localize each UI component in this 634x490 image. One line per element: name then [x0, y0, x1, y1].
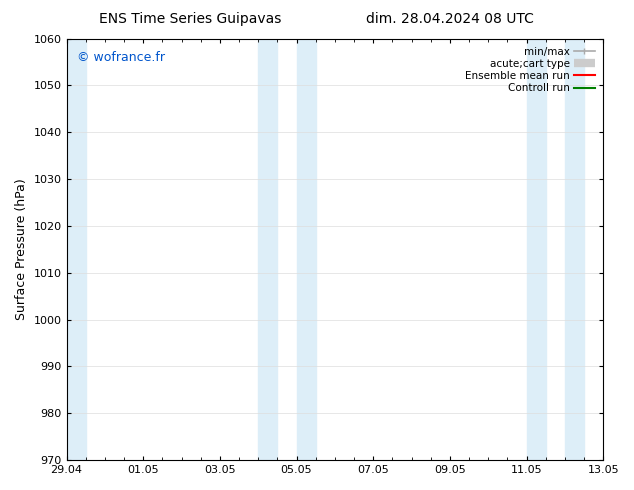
Bar — [565, 39, 584, 460]
Text: dim. 28.04.2024 08 UTC: dim. 28.04.2024 08 UTC — [366, 12, 534, 26]
Bar — [526, 39, 546, 460]
Legend: min/max, acute;cart type, Ensemble mean run, Controll run: min/max, acute;cart type, Ensemble mean … — [462, 44, 598, 97]
Bar — [258, 39, 277, 460]
Text: ENS Time Series Guipavas: ENS Time Series Guipavas — [99, 12, 281, 26]
Text: © wofrance.fr: © wofrance.fr — [77, 51, 165, 64]
Bar — [67, 39, 86, 460]
Y-axis label: Surface Pressure (hPa): Surface Pressure (hPa) — [15, 178, 28, 320]
Bar — [297, 39, 316, 460]
